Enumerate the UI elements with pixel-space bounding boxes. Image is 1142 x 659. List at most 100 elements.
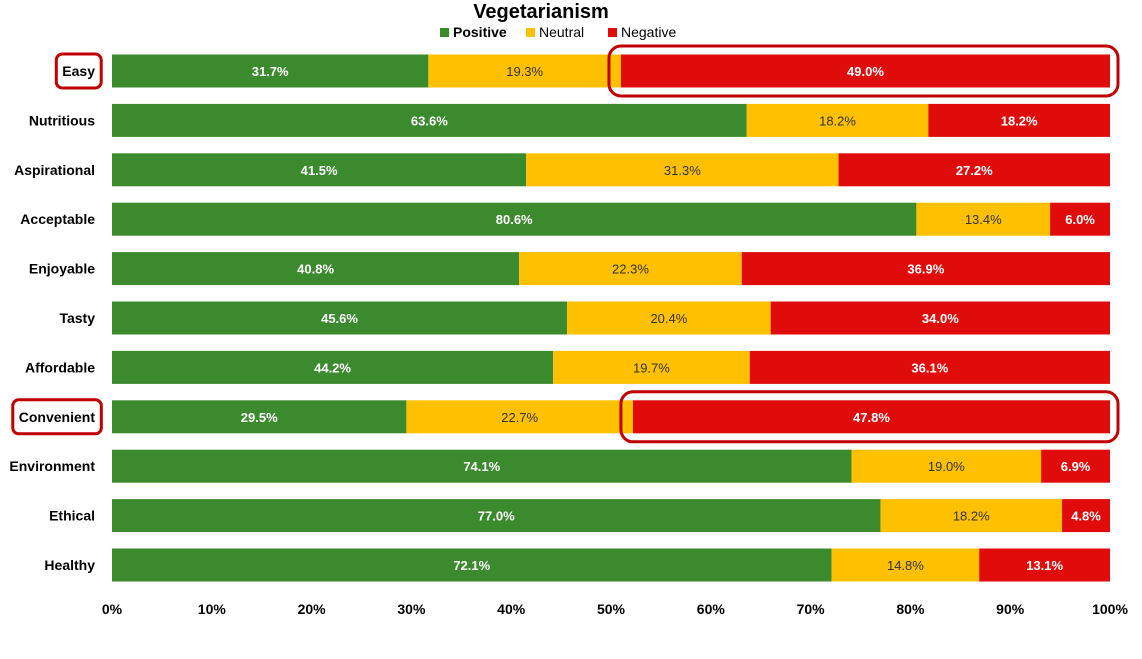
- data-label: 19.3%: [506, 64, 543, 79]
- x-tick-label: 20%: [298, 601, 327, 617]
- bar-segment-positive: [112, 449, 852, 483]
- data-label: 72.1%: [453, 558, 490, 573]
- bar-segment-neutral: [831, 548, 980, 582]
- data-label: 6.0%: [1065, 212, 1095, 227]
- legend-swatch-neutral: [526, 28, 535, 37]
- legend: Positive Neutral Negative: [440, 24, 676, 40]
- category-axis: Easy Nutritious Aspirational Acceptable Enjo…: [9, 63, 95, 573]
- bar-segment-negative: [749, 350, 1110, 384]
- data-label: 40.8%: [297, 262, 334, 277]
- data-label: 80.6%: [496, 212, 533, 227]
- bar-segment-negative: [741, 252, 1110, 286]
- bar-segment-positive: [112, 103, 747, 137]
- data-label: 27.2%: [956, 163, 993, 178]
- bar-segment-negative: [770, 301, 1110, 335]
- category-label: Healthy: [44, 557, 95, 573]
- data-label: 63.6%: [411, 113, 448, 128]
- bar-segment-positive: [112, 548, 832, 582]
- category-label: Enjoyable: [29, 261, 95, 277]
- bar-segment-neutral: [428, 54, 621, 88]
- bar-segment-negative: [838, 153, 1110, 187]
- bar-segment-neutral: [519, 252, 742, 286]
- category-label: Tasty: [59, 310, 95, 326]
- bar-segment-negative: [1041, 449, 1110, 483]
- data-label: 45.6%: [321, 311, 358, 326]
- bar-segment-neutral: [526, 153, 839, 187]
- bar-segment-negative: [979, 548, 1110, 582]
- data-label: 14.8%: [887, 558, 924, 573]
- data-label: 34.0%: [922, 311, 959, 326]
- legend-swatch-negative: [608, 28, 617, 37]
- legend-label-positive: Positive: [453, 24, 507, 40]
- data-label: 49.0%: [847, 64, 884, 79]
- highlights: [11, 44, 1120, 444]
- bar-segment-negative: [632, 400, 1110, 434]
- category-label: Easy: [62, 63, 95, 79]
- legend-label-neutral: Neutral: [539, 24, 584, 40]
- category-label: Convenient: [19, 409, 96, 425]
- data-label: 31.3%: [664, 163, 701, 178]
- x-tick-label: 90%: [996, 601, 1025, 617]
- x-tick-label: 30%: [397, 601, 426, 617]
- data-label: 19.0%: [928, 459, 965, 474]
- category-label: Affordable: [25, 359, 95, 375]
- data-label: 19.7%: [633, 360, 670, 375]
- x-tick-label: 100%: [1092, 601, 1128, 617]
- x-tick-label: 60%: [697, 601, 726, 617]
- data-label: 4.8%: [1071, 509, 1101, 524]
- x-tick-label: 0%: [102, 601, 123, 617]
- x-tick-label: 70%: [797, 601, 826, 617]
- data-label: 22.7%: [501, 410, 538, 425]
- bar-segment-negative: [928, 103, 1110, 137]
- x-tick-label: 10%: [198, 601, 227, 617]
- bar-segment-negative: [620, 54, 1110, 88]
- bar-segment-neutral: [553, 350, 750, 384]
- x-tick-label: 50%: [597, 601, 626, 617]
- bar-segment-neutral: [916, 202, 1051, 236]
- category-label: Aspirational: [14, 162, 95, 178]
- data-label: 6.9%: [1061, 459, 1091, 474]
- category-label: Environment: [9, 458, 95, 474]
- data-label: 36.9%: [907, 262, 944, 277]
- legend-label-negative: Negative: [621, 24, 676, 40]
- x-axis: 0% 10% 20% 30% 40% 50% 60% 70% 80% 90% 100%: [102, 601, 1129, 617]
- category-label: Acceptable: [20, 211, 95, 227]
- data-label: 20.4%: [650, 311, 687, 326]
- data-label: 74.1%: [463, 459, 500, 474]
- data-label: 36.1%: [911, 360, 948, 375]
- bar-segment-neutral: [880, 499, 1063, 533]
- bar-segment-positive: [112, 252, 520, 286]
- bar-segment-positive: [112, 153, 527, 187]
- highlight-negative-convenient: [619, 390, 1120, 444]
- x-tick-label: 80%: [896, 601, 925, 617]
- data-label: 44.2%: [314, 360, 351, 375]
- bar-segment-neutral: [746, 103, 929, 137]
- bar-segment-negative: [1062, 499, 1110, 533]
- bar-segment-positive: [112, 54, 429, 88]
- data-label: 41.5%: [301, 163, 338, 178]
- highlight-label-easy: [54, 52, 103, 90]
- bar-segment-positive: [112, 350, 554, 384]
- data-label: 18.2%: [1001, 113, 1038, 128]
- highlight-label-convenient: [11, 398, 103, 436]
- chart-title: Vegetarianism: [473, 1, 609, 23]
- data-label: 22.3%: [612, 262, 649, 277]
- data-label: 29.5%: [241, 410, 278, 425]
- bar-segment-neutral: [851, 449, 1042, 483]
- bar-segment-positive: [112, 499, 881, 533]
- bar-segment-neutral: [406, 400, 633, 434]
- bar-segment-neutral: [567, 301, 771, 335]
- data-label: 77.0%: [478, 509, 515, 524]
- legend-swatch-positive: [440, 28, 449, 37]
- data-label: 31.7%: [252, 64, 289, 79]
- data-label: 18.2%: [819, 113, 856, 128]
- bar-segment-positive: [112, 202, 917, 236]
- data-label: 18.2%: [953, 509, 990, 524]
- category-label: Ethical: [49, 508, 95, 524]
- highlight-negative-easy: [607, 44, 1120, 98]
- bar-segment-negative: [1050, 202, 1110, 236]
- x-tick-label: 40%: [497, 601, 526, 617]
- data-label: 13.4%: [965, 212, 1002, 227]
- data-label: 47.8%: [853, 410, 890, 425]
- category-label: Nutritious: [29, 112, 95, 128]
